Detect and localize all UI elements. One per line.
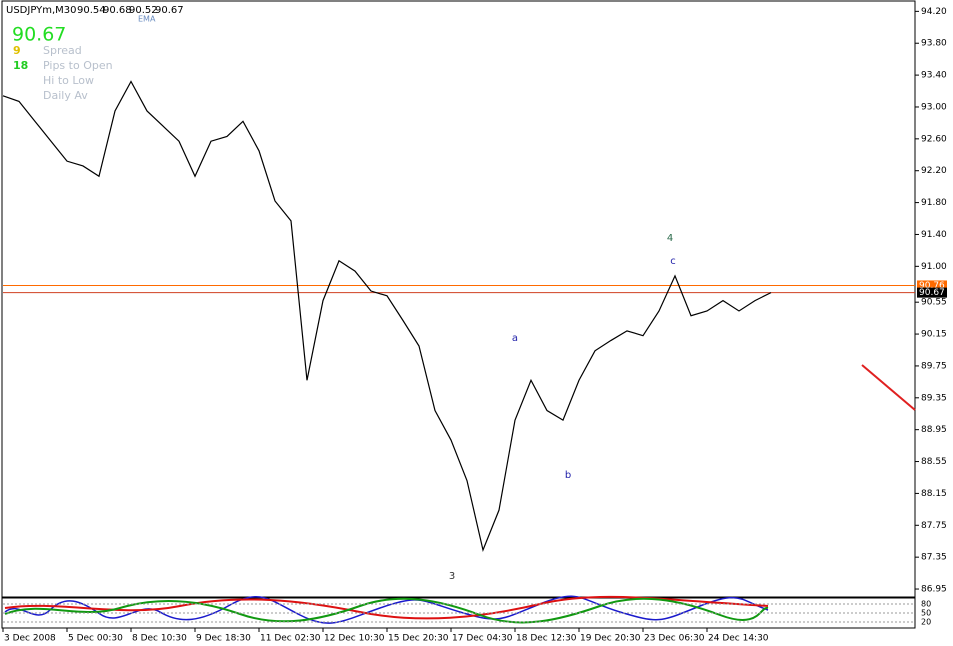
indicator-line <box>4 595 769 624</box>
high: 90.68 <box>103 5 132 16</box>
info-spread-label: Spread <box>43 44 82 57</box>
y-tick-label: 89.75 <box>921 361 947 371</box>
y-tick-label: 92.20 <box>921 166 947 176</box>
info-pips: 18 <box>13 59 28 72</box>
symbol: USDJPYm,M30 <box>6 5 77 16</box>
subwindow-frame <box>1 597 916 629</box>
y-tick-label: 91.40 <box>921 230 947 240</box>
x-tick-label: 5 Dec 00:30 <box>68 634 123 644</box>
wave-label: 4 <box>667 233 673 244</box>
x-tick-label: 3 Dec 2008 <box>4 634 56 644</box>
close: 90.67 <box>155 5 184 16</box>
open: 90.54 <box>77 5 106 16</box>
x-tick-label: 18 Dec 12:30 <box>516 634 577 644</box>
x-tick-label: 17 Dec 04:30 <box>452 634 513 644</box>
y-tick-label: 92.60 <box>921 134 947 144</box>
y-tick-label: 90.15 <box>921 330 947 340</box>
info-hilo-label: Hi to Low <box>43 74 94 87</box>
y-tick-label: 88.55 <box>921 457 947 467</box>
y-tick-label: 88.15 <box>921 489 947 499</box>
x-tick-label: 8 Dec 10:30 <box>132 634 187 644</box>
y-tick-label: 90.55 <box>921 298 947 308</box>
y-tick-label: 93.80 <box>921 39 947 49</box>
indicator-line <box>4 595 769 620</box>
y-tick-label: 86.95 <box>921 585 947 595</box>
y-tick-label: 91.80 <box>921 198 947 208</box>
indicator-line <box>4 597 769 624</box>
info-price: 90.67 <box>12 24 66 46</box>
trend-line <box>861 364 916 411</box>
wave-label: 3 <box>449 571 455 582</box>
y-tick-label: 94.20 <box>921 7 947 17</box>
x-tick-label: 23 Dec 06:30 <box>644 634 705 644</box>
level-tag <box>917 280 947 291</box>
x-tick-label: 15 Dec 20:30 <box>388 634 449 644</box>
info-spread: 9 <box>13 44 21 57</box>
y-tick-label: 93.00 <box>921 102 947 112</box>
sub-tick-label: 20 <box>921 618 931 627</box>
sub-tick-label: 50 <box>921 609 931 618</box>
y-tick-label: 88.95 <box>921 425 947 435</box>
wave-label: c <box>670 256 676 267</box>
y-tick-label: 91.00 <box>921 262 947 272</box>
level-tag <box>917 287 947 298</box>
price-line <box>2 80 772 552</box>
y-tick-label: 87.35 <box>921 553 947 563</box>
y-tick-label: 87.75 <box>921 521 947 531</box>
x-tick-label: 19 Dec 20:30 <box>580 634 641 644</box>
wave-label: b <box>565 470 571 481</box>
level-label: 90.67 <box>919 288 945 298</box>
x-tick-label: 24 Dec 14:30 <box>708 634 769 644</box>
low: 90.52 <box>129 5 158 16</box>
info-daily-label: Daily Av <box>43 89 88 102</box>
x-tick-label: 12 Dec 10:30 <box>324 634 385 644</box>
info-pips-label: Pips to Open <box>43 59 113 72</box>
wave-label: a <box>512 333 518 344</box>
x-tick-label: 9 Dec 18:30 <box>196 634 251 644</box>
level-label: 90.76 <box>919 281 945 291</box>
y-tick-label: 89.35 <box>921 393 947 403</box>
x-tick-label: 11 Dec 02:30 <box>260 634 321 644</box>
ema-label: EMA <box>138 15 156 24</box>
y-tick-label: 93.40 <box>921 71 947 81</box>
plot-frame <box>1 0 916 598</box>
sub-tick-label: 80 <box>921 600 931 609</box>
